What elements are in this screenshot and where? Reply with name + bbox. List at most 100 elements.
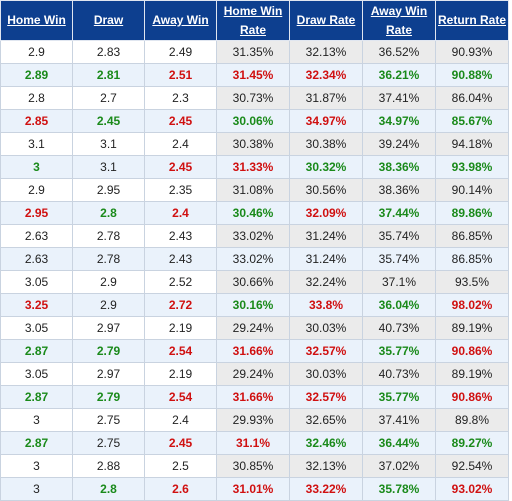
- return-rate-cell: 93.98%: [435, 155, 509, 179]
- draw-odds-cell: 2.7: [72, 86, 145, 110]
- draw-odds-cell: 2.9: [72, 270, 145, 294]
- header-away-win-rate-label[interactable]: Away Win Rate: [370, 3, 428, 37]
- draw-rate-cell: 32.13%: [289, 454, 363, 478]
- table-row: 2.63 2.78 2.43 33.02% 31.24% 35.74% 86.85%: [0, 247, 509, 271]
- home-win-rate-cell: 29.93%: [216, 408, 290, 432]
- draw-rate-cell: 32.13%: [289, 40, 363, 64]
- home-win-rate-cell: 31.1%: [216, 431, 290, 455]
- home-win-rate-cell: 31.66%: [216, 385, 290, 409]
- header-return-rate-label[interactable]: Return Rate: [437, 13, 506, 27]
- away-win-odds-cell: 2.43: [144, 224, 217, 248]
- table-row: 2.95 2.8 2.4 30.46% 32.09% 37.44% 89.86%: [0, 201, 509, 225]
- home-win-rate-cell: 30.38%: [216, 132, 290, 156]
- away-win-rate-cell: 36.21%: [362, 63, 436, 87]
- home-win-rate-cell: 30.06%: [216, 109, 290, 133]
- home-win-odds-cell: 3: [0, 408, 73, 432]
- header-home-win-rate[interactable]: Home Win Rate: [216, 0, 290, 41]
- away-win-odds-cell: 2.35: [144, 178, 217, 202]
- header-home-win-label[interactable]: Home Win: [7, 13, 66, 27]
- draw-rate-cell: 32.09%: [289, 201, 363, 225]
- draw-rate-cell: 32.57%: [289, 385, 363, 409]
- draw-odds-cell: 2.79: [72, 339, 145, 363]
- home-win-odds-cell: 2.9: [0, 40, 73, 64]
- draw-odds-cell: 2.97: [72, 316, 145, 340]
- return-rate-cell: 90.86%: [435, 385, 509, 409]
- header-draw[interactable]: Draw: [72, 0, 145, 41]
- return-rate-cell: 86.04%: [435, 86, 509, 110]
- return-rate-cell: 90.86%: [435, 339, 509, 363]
- header-home-win-rate-label[interactable]: Home Win Rate: [223, 3, 283, 37]
- home-win-rate-cell: 33.02%: [216, 224, 290, 248]
- table-row: 3.05 2.97 2.19 29.24% 30.03% 40.73% 89.19%: [0, 362, 509, 386]
- home-win-odds-cell: 3: [0, 454, 73, 478]
- return-rate-cell: 93.5%: [435, 270, 509, 294]
- home-win-rate-cell: 30.46%: [216, 201, 290, 225]
- home-win-odds-cell: 3.1: [0, 132, 73, 156]
- draw-odds-cell: 2.78: [72, 247, 145, 271]
- table-row: 3 2.75 2.4 29.93% 32.65% 37.41% 89.8%: [0, 408, 509, 432]
- draw-rate-cell: 30.03%: [289, 316, 363, 340]
- home-win-odds-cell: 2.85: [0, 109, 73, 133]
- home-win-odds-cell: 2.87: [0, 385, 73, 409]
- away-win-odds-cell: 2.4: [144, 408, 217, 432]
- draw-rate-cell: 31.24%: [289, 247, 363, 271]
- table-row: 3.05 2.9 2.52 30.66% 32.24% 37.1% 93.5%: [0, 270, 509, 294]
- header-return-rate[interactable]: Return Rate: [435, 0, 509, 41]
- home-win-rate-cell: 30.85%: [216, 454, 290, 478]
- header-home-win[interactable]: Home Win: [0, 0, 73, 41]
- return-rate-cell: 89.27%: [435, 431, 509, 455]
- draw-rate-cell: 30.38%: [289, 132, 363, 156]
- away-win-rate-cell: 38.36%: [362, 178, 436, 202]
- header-away-win[interactable]: Away Win: [144, 0, 217, 41]
- away-win-rate-cell: 35.77%: [362, 385, 436, 409]
- draw-odds-cell: 2.81: [72, 63, 145, 87]
- return-rate-cell: 89.19%: [435, 362, 509, 386]
- away-win-rate-cell: 38.36%: [362, 155, 436, 179]
- draw-odds-cell: 2.83: [72, 40, 145, 64]
- draw-rate-cell: 30.32%: [289, 155, 363, 179]
- table-row: 2.87 2.79 2.54 31.66% 32.57% 35.77% 90.86%: [0, 339, 509, 363]
- return-rate-cell: 89.19%: [435, 316, 509, 340]
- home-win-odds-cell: 3: [0, 155, 73, 179]
- draw-odds-cell: 2.8: [72, 201, 145, 225]
- away-win-rate-cell: 36.44%: [362, 431, 436, 455]
- home-win-odds-cell: 3.05: [0, 270, 73, 294]
- home-win-odds-cell: 2.63: [0, 247, 73, 271]
- header-draw-rate[interactable]: Draw Rate: [289, 0, 363, 41]
- away-win-rate-cell: 36.52%: [362, 40, 436, 64]
- draw-rate-cell: 30.56%: [289, 178, 363, 202]
- draw-rate-cell: 32.46%: [289, 431, 363, 455]
- return-rate-cell: 90.88%: [435, 63, 509, 87]
- draw-odds-cell: 2.88: [72, 454, 145, 478]
- home-win-rate-cell: 33.02%: [216, 247, 290, 271]
- table-row: 2.63 2.78 2.43 33.02% 31.24% 35.74% 86.85%: [0, 224, 509, 248]
- away-win-odds-cell: 2.5: [144, 454, 217, 478]
- home-win-odds-cell: 2.87: [0, 431, 73, 455]
- away-win-rate-cell: 35.74%: [362, 247, 436, 271]
- return-rate-cell: 98.02%: [435, 293, 509, 317]
- away-win-odds-cell: 2.4: [144, 201, 217, 225]
- header-away-win-label[interactable]: Away Win: [152, 13, 209, 27]
- draw-rate-cell: 34.97%: [289, 109, 363, 133]
- away-win-rate-cell: 37.44%: [362, 201, 436, 225]
- table-body: 2.9 2.83 2.49 31.35% 32.13% 36.52% 90.93% 2.89 2…: [0, 40, 509, 501]
- away-win-rate-cell: 37.02%: [362, 454, 436, 478]
- header-draw-label[interactable]: Draw: [93, 13, 124, 27]
- table-row: 3 2.88 2.5 30.85% 32.13% 37.02% 92.54%: [0, 454, 509, 478]
- home-win-rate-cell: 29.24%: [216, 362, 290, 386]
- return-rate-cell: 92.54%: [435, 454, 509, 478]
- away-win-rate-cell: 40.73%: [362, 316, 436, 340]
- away-win-rate-cell: 39.24%: [362, 132, 436, 156]
- header-draw-rate-label[interactable]: Draw Rate: [296, 13, 356, 27]
- away-win-rate-cell: 35.77%: [362, 339, 436, 363]
- return-rate-cell: 89.8%: [435, 408, 509, 432]
- away-win-odds-cell: 2.54: [144, 339, 217, 363]
- header-away-win-rate[interactable]: Away Win Rate: [362, 0, 436, 41]
- draw-rate-cell: 32.65%: [289, 408, 363, 432]
- return-rate-cell: 86.85%: [435, 224, 509, 248]
- home-win-rate-cell: 30.16%: [216, 293, 290, 317]
- return-rate-cell: 86.85%: [435, 247, 509, 271]
- away-win-odds-cell: 2.19: [144, 362, 217, 386]
- home-win-odds-cell: 3.05: [0, 316, 73, 340]
- away-win-odds-cell: 2.52: [144, 270, 217, 294]
